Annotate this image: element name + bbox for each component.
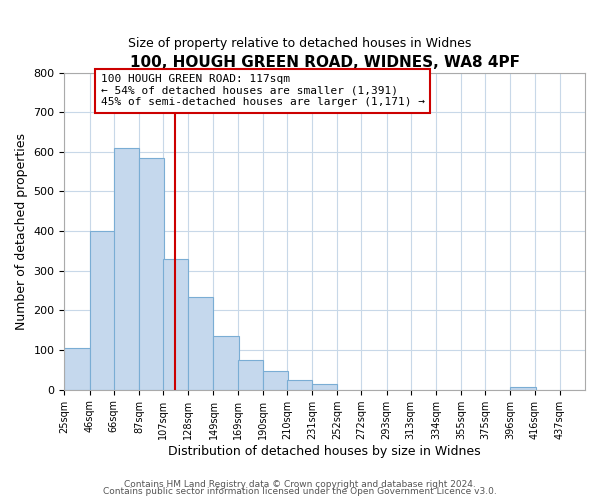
Text: Contains public sector information licensed under the Open Government Licence v3: Contains public sector information licen… — [103, 487, 497, 496]
Bar — [287, 380, 312, 390]
Bar — [163, 259, 188, 390]
Text: Contains HM Land Registry data © Crown copyright and database right 2024.: Contains HM Land Registry data © Crown c… — [124, 480, 476, 489]
Y-axis label: Number of detached properties: Number of detached properties — [15, 132, 28, 330]
Bar — [139, 158, 164, 390]
Bar — [188, 296, 214, 390]
Bar — [214, 336, 239, 390]
Text: 100 HOUGH GREEN ROAD: 117sqm
← 54% of detached houses are smaller (1,391)
45% of: 100 HOUGH GREEN ROAD: 117sqm ← 54% of de… — [101, 74, 425, 108]
Bar — [312, 384, 337, 390]
Bar — [64, 348, 89, 390]
Bar — [89, 231, 115, 390]
Text: Size of property relative to detached houses in Widnes: Size of property relative to detached ho… — [128, 38, 472, 51]
Bar — [511, 386, 536, 390]
Bar — [113, 148, 139, 390]
Bar — [238, 360, 263, 390]
Bar — [263, 370, 288, 390]
X-axis label: Distribution of detached houses by size in Widnes: Distribution of detached houses by size … — [169, 444, 481, 458]
Title: 100, HOUGH GREEN ROAD, WIDNES, WA8 4PF: 100, HOUGH GREEN ROAD, WIDNES, WA8 4PF — [130, 55, 520, 70]
